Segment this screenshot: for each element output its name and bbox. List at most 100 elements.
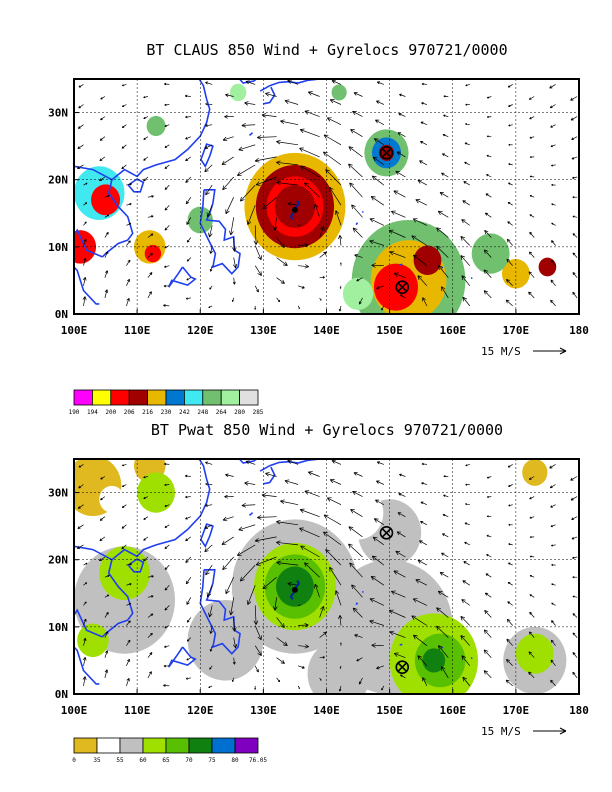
pwat-wind-vector-217 (465, 483, 470, 486)
pwat-wind-vector-177 (390, 590, 406, 598)
claus-wind-vector-241 (507, 84, 513, 88)
claus-wind-vector-257 (551, 222, 556, 226)
claus-wind-vector-53 (164, 164, 170, 170)
claus-x-tick-label-4: 140E (313, 324, 340, 337)
pwat-wind-vector-134 (299, 527, 320, 538)
pwat-wind-vector-182 (398, 493, 406, 497)
pwat-coastline-layer (74, 459, 473, 685)
pwat-wind-vector-12 (104, 669, 109, 678)
pwat-wind-vector-133 (300, 545, 320, 558)
pwat-wind-vector-67 (185, 495, 191, 499)
claus-x-tick-label-6: 160E (440, 324, 467, 337)
pwat-field-blob-4 (99, 485, 125, 513)
pwat-wind-vector-45 (143, 476, 148, 479)
claus-wind-vector-219 (483, 290, 492, 299)
pwat-gyre-marker-1 (395, 660, 410, 674)
claus-wind-vector-130 (319, 226, 325, 238)
claus-wind-vector-39 (147, 215, 154, 218)
pwat-wind-vector-79 (205, 482, 213, 486)
claus-wind-vector-134 (299, 147, 320, 158)
pwat-wind-vector-21 (100, 496, 106, 501)
claus-wind-vector-139 (339, 285, 342, 289)
claus-wind-vector-35 (147, 291, 152, 299)
claus-wind-vector-121 (276, 180, 299, 186)
pwat-gyre-marker-ring-0 (379, 526, 394, 540)
pwat-colorbar-label-8: 76.05 (249, 757, 267, 764)
pwat-wind-vector-64 (185, 556, 192, 564)
pwat-coastline-6 (167, 646, 197, 668)
pwat-field-layer (74, 459, 567, 694)
pwat-coastline-8 (263, 466, 276, 485)
pwat-wind-vector-104 (276, 677, 281, 683)
pwat-wind-vector-274 (570, 496, 578, 501)
pwat-coastline-4 (200, 523, 214, 548)
claus-wind-vector-249 (529, 156, 535, 159)
pwat-wind-vector-238 (508, 523, 513, 526)
claus-wind-vector-233 (506, 238, 513, 246)
pwat-wind-vector-73 (208, 605, 213, 618)
claus-wind-vector-164 (369, 239, 385, 246)
claus-wind-vector-151 (356, 277, 363, 282)
claus-field-blob-22 (229, 83, 247, 102)
pwat-wind-vector-257 (551, 602, 556, 606)
claus-wind-vector-235 (507, 201, 513, 206)
claus-wind-vector-16 (104, 214, 110, 218)
pwat-grid-layer (74, 459, 579, 694)
claus-y-tick-label-1: 10N (48, 241, 68, 254)
pwat-wind-vector-141 (338, 615, 343, 626)
pwat-wind-vector-99 (237, 544, 256, 556)
pwat-wind-vector-86 (225, 577, 235, 595)
claus-field-blob-17 (538, 257, 557, 277)
pwat-wind-vector-199 (436, 607, 449, 618)
pwat-wind-vector-207 (462, 676, 471, 687)
pwat-wind-vector-163 (371, 643, 384, 648)
pwat-wind-vector-247 (529, 574, 535, 578)
pwat-chart-title: BT Pwat 850 Wind + Gyrelocs 970721/0000 (151, 421, 503, 439)
pwat-wind-vector-89 (222, 516, 234, 522)
claus-wind-vector-274 (570, 116, 578, 121)
pwat-wind-vector-3 (83, 618, 87, 626)
pwat-coastline-10 (248, 512, 254, 517)
pwat-wind-vector-76 (204, 544, 213, 553)
pwat-wind-vector-116 (297, 665, 305, 669)
claus-gyre-marker-0 (379, 146, 394, 160)
claus-wind-vector-178 (393, 190, 406, 198)
pwat-wind-vector-209 (460, 635, 471, 646)
claus-wind-vector-116 (297, 285, 305, 289)
pwat-wind-vector-43 (143, 516, 149, 520)
pwat-wind-vector-23 (126, 677, 130, 687)
claus-wind-vector-220 (483, 269, 492, 278)
pwat-wind-vector-154 (351, 584, 363, 598)
claus-wind-vector-52 (164, 184, 170, 190)
claus-wind-vector-126 (287, 79, 299, 85)
pwat-wind-vector-2 (83, 637, 87, 646)
pwat-wind-vector-51 (164, 584, 170, 591)
claus-wind-vector-12 (104, 289, 109, 298)
claus-wind-vector-209 (460, 255, 471, 266)
pwat-gyre-marker-0 (379, 526, 394, 540)
pwat-gyre-marker-ring-1 (395, 660, 410, 674)
claus-wind-vector-107 (276, 237, 285, 249)
pwat-field-clear-1 (332, 485, 384, 540)
pwat-wind-vector-46 (163, 684, 170, 687)
claus-wind-vector-30 (121, 164, 127, 170)
claus-wind-vector-244 (528, 251, 535, 258)
pwat-x-tick-label-5: 150E (376, 704, 403, 717)
pwat-wind-vector-66 (185, 516, 191, 520)
pwat-wind-vector-185 (417, 655, 428, 667)
pwat-wind-vector-148 (329, 479, 342, 485)
pwat-wind-vector-233 (506, 618, 513, 626)
claus-wind-vector-77 (204, 144, 213, 149)
claus-field-blob-12 (91, 184, 121, 216)
claus-wind-vector-133 (300, 165, 320, 178)
pwat-wind-vector-121 (276, 560, 299, 566)
claus-wind-vector-228 (486, 115, 492, 119)
claus-wind-vector-120 (287, 201, 299, 207)
claus-wind-vector-234 (507, 221, 513, 226)
pwat-chart-panel: BT Pwat 850 Wind + Gyrelocs 970721/0000 … (48, 421, 589, 764)
claus-wind-vector-19 (99, 156, 106, 162)
pwat-wind-vector-240 (508, 484, 513, 487)
claus-wind-vector-259 (551, 183, 556, 186)
claus-wind-vector-113 (261, 113, 277, 118)
pwat-wind-vector-61 (186, 617, 192, 623)
